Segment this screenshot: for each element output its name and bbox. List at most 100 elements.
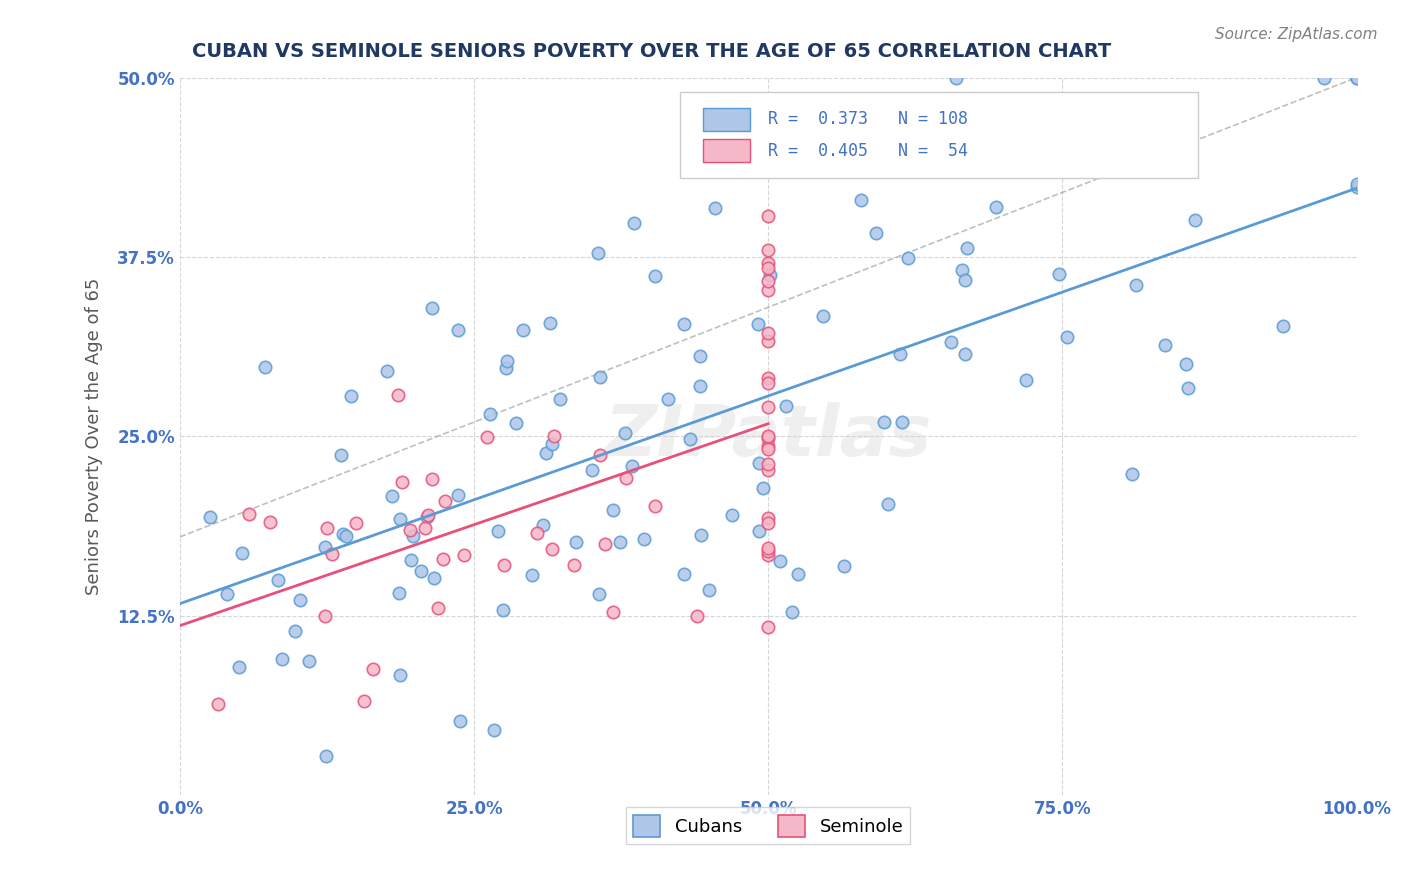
Cubans — [534, 446, 557, 460]
Cubans — [267, 573, 290, 587]
Seminole — [756, 400, 779, 414]
Seminole — [756, 370, 779, 384]
Seminole — [433, 494, 456, 508]
Seminole — [595, 537, 617, 551]
Cubans — [484, 723, 506, 737]
Seminole — [756, 541, 779, 556]
Cubans — [522, 568, 544, 582]
Cubans — [447, 323, 470, 337]
Seminole — [756, 256, 779, 270]
Cubans — [889, 347, 911, 361]
Cubans — [479, 408, 502, 422]
Cubans — [721, 508, 744, 523]
Cubans — [505, 416, 527, 430]
Seminole — [644, 499, 666, 513]
Seminole — [387, 388, 409, 402]
Cubans — [420, 301, 443, 316]
Seminole — [314, 608, 336, 623]
Seminole — [602, 606, 624, 620]
Cubans — [581, 463, 603, 477]
Cubans — [657, 392, 679, 406]
Seminole — [207, 698, 229, 712]
Seminole — [756, 244, 779, 258]
Cubans — [541, 437, 564, 451]
Cubans — [1346, 70, 1368, 85]
Cubans — [986, 200, 1008, 214]
Cubans — [939, 335, 962, 350]
Seminole — [756, 439, 779, 453]
Seminole — [756, 457, 779, 471]
Seminole — [756, 620, 779, 634]
Cubans — [759, 268, 782, 283]
Cubans — [1015, 373, 1038, 387]
Cubans — [288, 593, 311, 607]
Text: R =  0.405   N =  54: R = 0.405 N = 54 — [768, 142, 969, 160]
Cubans — [231, 546, 253, 560]
Cubans — [633, 533, 655, 547]
FancyBboxPatch shape — [703, 139, 751, 162]
Cubans — [228, 660, 250, 674]
Cubans — [955, 273, 977, 287]
Seminole — [413, 521, 436, 535]
Cubans — [950, 262, 973, 277]
Legend: Cubans, Seminole: Cubans, Seminole — [626, 807, 911, 844]
Cubans — [486, 524, 509, 539]
FancyBboxPatch shape — [681, 92, 1198, 178]
Seminole — [541, 542, 564, 557]
Cubans — [512, 323, 534, 337]
Cubans — [411, 564, 433, 578]
Seminole — [453, 548, 475, 562]
Cubans — [1121, 467, 1143, 481]
Cubans — [689, 349, 711, 363]
Cubans — [335, 529, 357, 543]
Seminole — [316, 521, 339, 535]
Cubans — [271, 652, 294, 666]
Cubans — [897, 251, 920, 265]
Seminole — [756, 548, 779, 562]
Seminole — [361, 662, 384, 676]
Cubans — [315, 748, 337, 763]
Cubans — [215, 587, 238, 601]
Cubans — [865, 226, 887, 240]
Cubans — [697, 582, 720, 597]
Cubans — [254, 360, 277, 375]
Cubans — [1125, 278, 1147, 293]
Seminole — [756, 463, 779, 477]
Seminole — [475, 430, 498, 444]
Seminole — [399, 523, 422, 537]
Cubans — [389, 512, 412, 526]
Seminole — [562, 558, 585, 572]
Cubans — [1056, 330, 1078, 344]
Seminole — [238, 508, 260, 522]
Cubans — [538, 317, 561, 331]
Cubans — [609, 535, 631, 549]
Cubans — [672, 317, 695, 331]
Seminole — [614, 471, 637, 485]
Cubans — [689, 379, 711, 393]
Cubans — [1047, 268, 1070, 282]
Seminole — [492, 558, 515, 572]
Seminole — [588, 448, 610, 462]
Cubans — [953, 347, 976, 361]
Cubans — [588, 587, 610, 601]
Cubans — [1346, 180, 1368, 194]
Seminole — [756, 510, 779, 524]
Cubans — [1346, 70, 1368, 85]
Cubans — [876, 497, 898, 511]
Cubans — [332, 527, 354, 541]
Cubans — [449, 714, 471, 729]
Text: CUBAN VS SEMINOLE SENIORS POVERTY OVER THE AGE OF 65 CORRELATION CHART: CUBAN VS SEMINOLE SENIORS POVERTY OVER T… — [191, 42, 1111, 61]
Cubans — [956, 241, 979, 255]
Cubans — [689, 528, 711, 542]
Cubans — [389, 667, 412, 681]
Cubans — [811, 309, 834, 323]
Seminole — [543, 428, 565, 442]
Cubans — [890, 415, 912, 429]
Cubans — [415, 510, 437, 524]
Cubans — [787, 566, 810, 581]
Seminole — [353, 694, 375, 708]
Text: R =  0.373   N = 108: R = 0.373 N = 108 — [768, 111, 969, 128]
Seminole — [756, 274, 779, 288]
Cubans — [340, 389, 363, 403]
Cubans — [402, 529, 425, 543]
